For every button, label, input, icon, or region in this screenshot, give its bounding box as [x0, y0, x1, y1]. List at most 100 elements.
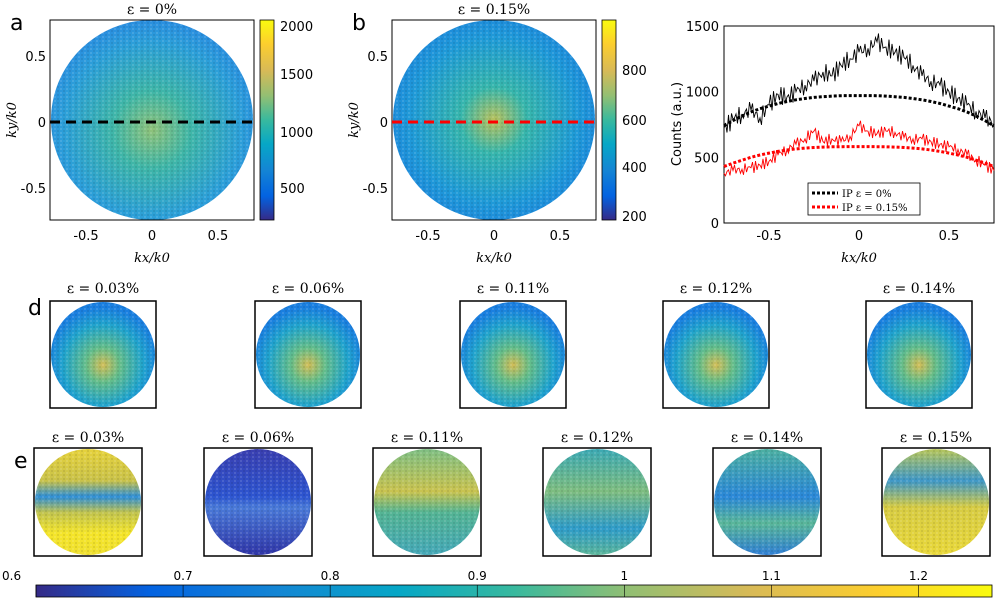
panel-e-frame: [33, 447, 143, 557]
panel-b-ytick: 0.5: [367, 50, 388, 65]
panel-b-xtick: 0: [490, 229, 498, 244]
panel-e-frame: [712, 447, 822, 557]
bottom-colorbar-tick: 0.8: [321, 569, 340, 583]
panel-e-title: ε = 0.11%: [391, 430, 463, 446]
panel-e-map-4: ε = 0.12%: [542, 430, 652, 557]
panel-d-map-2: ε = 0.06%: [254, 281, 362, 409]
legend-label-ip0: IP ε = 0%: [842, 189, 892, 200]
panel-e-texture: [205, 449, 311, 555]
series-data-0-: [723, 33, 995, 133]
panel-e-title: ε = 0.15%: [900, 430, 972, 446]
panel-b-cbtick: 800: [622, 64, 647, 79]
panel-e-texture: [35, 449, 141, 555]
panel-c-legend: IP ε = 0% IP ε = 0.15%: [807, 182, 921, 216]
bottom-colorbar-tick: 0.9: [468, 569, 487, 583]
bottom-colorbar-tick: 0.6: [2, 569, 21, 583]
panel-b-cbtick: 200: [622, 210, 647, 225]
panel-d-title: ε = 0.06%: [272, 281, 344, 297]
panel-b: b ε = 0.15% -0.5 0 0.5 0.5 0 -0.5 kx/k0 …: [347, 2, 647, 266]
bottom-colorbar-tick: 1.2: [909, 569, 928, 583]
panel-b-ytick: -0.5: [363, 182, 388, 197]
panel-d-title: ε = 0.11%: [477, 281, 549, 297]
panel-e-frame: [542, 447, 652, 557]
panel-a-xtick: -0.5: [73, 229, 98, 244]
panel-d-map-4: ε = 0.12%: [662, 281, 770, 409]
panel-e-map-3: ε = 0.11%: [372, 430, 482, 557]
panel-d: d ε = 0.03% ε = 0.06% ε = 0.11% ε = 0.12% ε …: [28, 281, 973, 409]
panel-c-ticks: -0.5 0 0.5 0 500 1000 1500: [686, 20, 959, 244]
bottom-colorbar-bar: [35, 584, 993, 598]
series-ip-0-15-: [723, 145, 995, 168]
panel-d-frame: [254, 300, 362, 409]
panel-b-xlabel: kx/k0: [476, 251, 512, 266]
panel-e-texture: [544, 449, 650, 555]
panel-d-map-5: ε = 0.14%: [865, 281, 973, 409]
panel-b-ylabel: ky/k0: [347, 102, 362, 138]
panel-e-map-1: ε = 0.03%: [33, 430, 143, 557]
panel-d-texture: [256, 302, 360, 407]
panel-e-texture: [374, 449, 480, 555]
panel-d-texture: [664, 302, 768, 407]
panel-a-xlabel: kx/k0: [134, 251, 170, 266]
panel-b-xtick: 0.5: [550, 229, 571, 244]
panel-a-ytick: -0.5: [21, 182, 46, 197]
panel-d-title: ε = 0.03%: [67, 281, 139, 297]
panel-d-frame: [459, 300, 567, 409]
panel-c-xtick: 0.5: [939, 229, 960, 244]
panel-b-letter: b: [352, 11, 366, 36]
series-ip-0-: [723, 94, 995, 128]
panel-a-ytick: 0.5: [25, 50, 46, 65]
bottom-colorbar-tick: 1: [620, 569, 628, 583]
panel-e-map-2: ε = 0.06%: [203, 430, 313, 557]
panel-a-cbtick: 1500: [280, 68, 313, 83]
panel-e-frame: [881, 447, 991, 557]
panel-e-map-5: ε = 0.14%: [712, 430, 822, 557]
panel-d-frame: [662, 300, 770, 409]
panel-d-frame: [49, 300, 157, 409]
panel-a-cbtick: 500: [280, 182, 305, 197]
panel-d-letter: d: [28, 296, 42, 321]
panel-a-title: ε = 0%: [127, 2, 177, 18]
panel-d-texture: [51, 302, 155, 407]
panel-e-texture: [714, 449, 820, 555]
panel-b-ytick: 0: [380, 116, 388, 131]
panel-a-ylabel: ky/k0: [5, 102, 20, 138]
panel-d-texture: [867, 302, 971, 407]
panel-c-ytick: 1500: [686, 20, 719, 35]
panel-b-xtick: -0.5: [415, 229, 440, 244]
panel-e-title: ε = 0.12%: [561, 430, 633, 446]
panel-b-cbtick: 400: [622, 161, 647, 176]
panel-d-map-1: ε = 0.03%: [49, 281, 157, 409]
panel-e-frame: [372, 447, 482, 557]
panel-a-xtick: 0.5: [208, 229, 229, 244]
panel-c-xtick: 0: [855, 229, 863, 244]
panel-a-ytick: 0: [38, 116, 46, 131]
panel-c-xlabel: kx/k0: [841, 251, 877, 266]
panel-c-plot: [723, 33, 995, 177]
panel-e-title: ε = 0.06%: [222, 430, 294, 446]
panel-b-cbtick: 600: [622, 114, 647, 129]
panel-a-letter: a: [10, 11, 23, 36]
panel-b-colorbar: [601, 19, 617, 221]
panel-e-title: ε = 0.14%: [731, 430, 803, 446]
panel-c-ytick: 1000: [686, 86, 719, 101]
panel-d-map-3: ε = 0.11%: [459, 281, 567, 409]
panel-e-texture: [883, 449, 989, 555]
panel-a-xtick: 0: [148, 229, 156, 244]
panel-c-xtick: -0.5: [756, 229, 781, 244]
panel-d-title: ε = 0.12%: [680, 281, 752, 297]
panel-a-cbtick: 2000: [280, 20, 313, 35]
bottom-colorbar-tick: 1.1: [762, 569, 781, 583]
panel-c-ytick: 500: [694, 151, 719, 166]
panel-a-cbtick: 1000: [280, 126, 313, 141]
panel-b-axes: [391, 19, 597, 221]
panel-d-texture: [461, 302, 565, 407]
panel-d-frame: [865, 300, 973, 409]
panel-c-ytick: 0: [711, 217, 719, 232]
panel-a: a ε = 0% -0.5 0 0.5 0.5 0 -0.5 kx/k0 ky/…: [5, 2, 313, 266]
panel-d-title: ε = 0.14%: [883, 281, 955, 297]
panel-a-colorbar: [259, 19, 275, 221]
legend-label-ip015: IP ε = 0.15%: [842, 203, 908, 214]
